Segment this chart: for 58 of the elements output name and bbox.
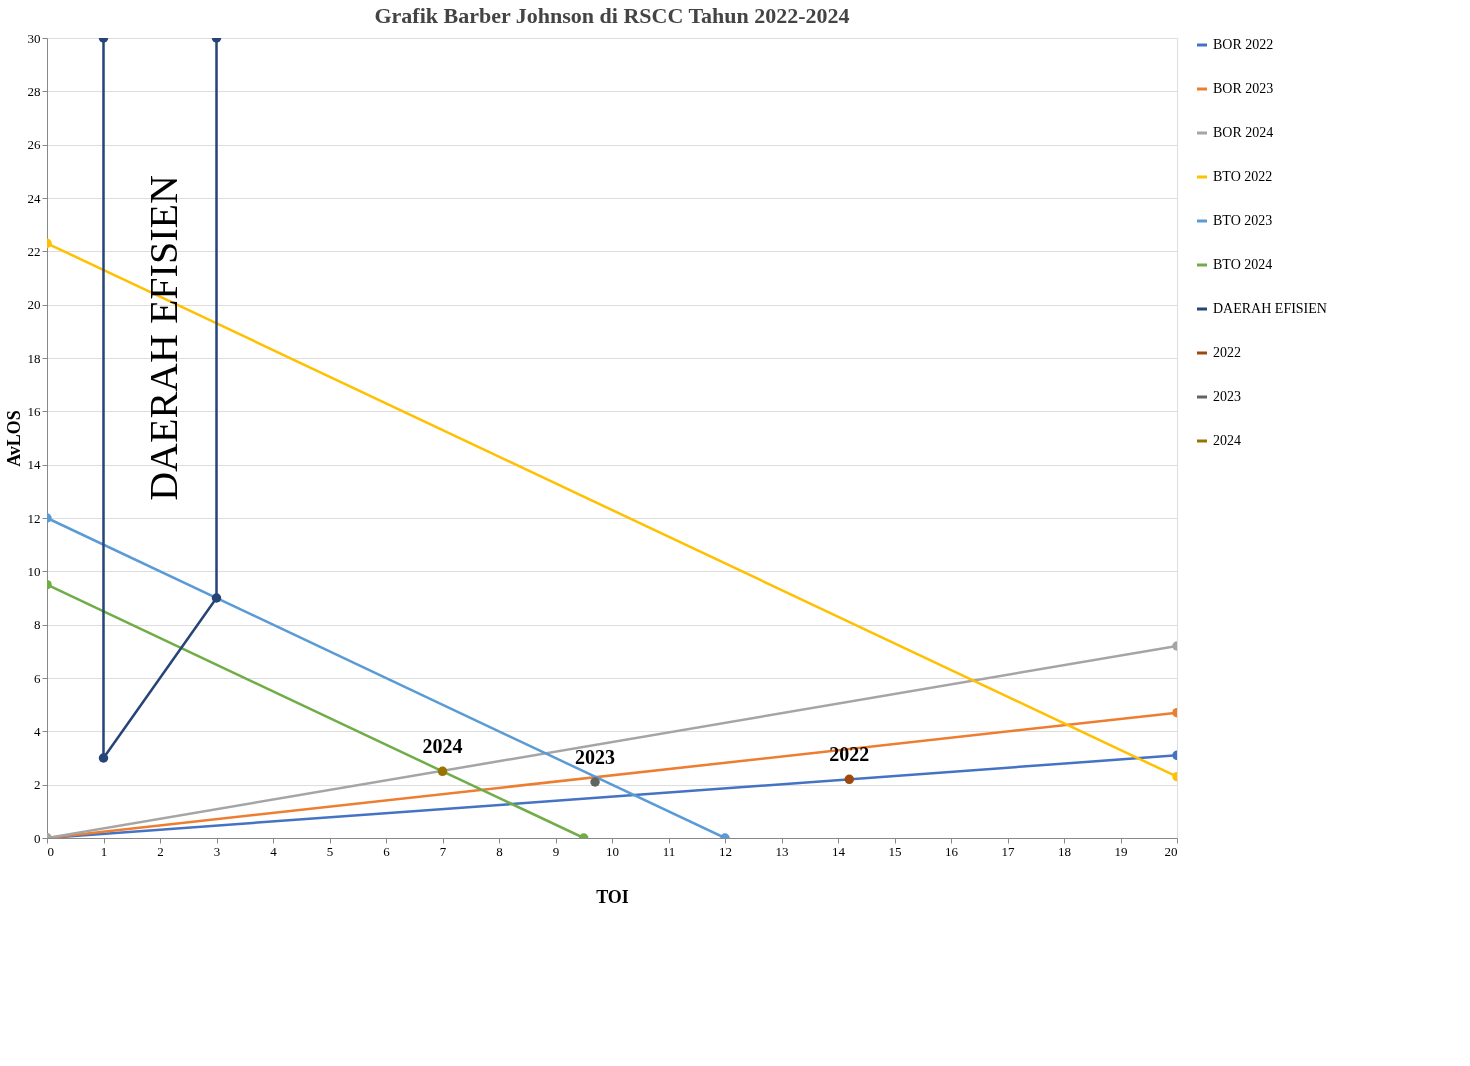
annotation: 2022 — [829, 743, 870, 766]
y-tick-label: 30 — [27, 30, 41, 46]
legend-label: BTO 2023 — [1213, 213, 1273, 228]
y-tick-label: 8 — [34, 617, 41, 633]
x-tick-label: 20 — [1164, 843, 1178, 859]
annotation: 2024 — [422, 735, 463, 758]
x-axis-title: TOI — [596, 886, 629, 907]
x-tick-label: 19 — [1114, 843, 1128, 859]
legend-label: 2022 — [1213, 345, 1241, 360]
x-tick-label: 9 — [552, 843, 560, 859]
y-tick-label: 14 — [27, 457, 41, 473]
legend-label: BTO 2022 — [1213, 169, 1273, 184]
x-tick-label: 15 — [888, 843, 902, 859]
x-tick-label: 0 — [47, 843, 54, 859]
y-tick-label: 28 — [27, 83, 41, 99]
y-tick-label: 24 — [27, 190, 41, 206]
annotation: 2023 — [575, 746, 616, 768]
y-tick-label: 20 — [27, 297, 41, 313]
legend-label: BOR 2023 — [1213, 81, 1274, 96]
legend-label: DAERAH EFISIEN — [1213, 301, 1327, 316]
x-tick-label: 3 — [213, 843, 221, 859]
x-tick-label: 6 — [383, 843, 391, 859]
point — [98, 753, 109, 763]
chart-title: Grafik Barber Johnson di RSCC Tahun 2022-2024 — [374, 3, 850, 28]
point — [844, 774, 855, 785]
annotation: DAERAH EFISIEN — [141, 175, 186, 501]
x-tick-label: 13 — [775, 843, 789, 859]
x-tick-label: 14 — [832, 843, 846, 859]
y-axis-title: AvLOS — [3, 410, 24, 467]
y-tick-label: 22 — [27, 243, 41, 259]
point — [211, 593, 222, 603]
x-tick-label: 11 — [662, 843, 676, 859]
y-tick-label: 18 — [27, 350, 41, 366]
x-tick-label: 18 — [1058, 843, 1071, 859]
x-tick-label: 2 — [157, 843, 164, 859]
y-tick-label: 2 — [34, 777, 41, 793]
x-tick-label: 1 — [100, 843, 108, 859]
y-tick-label: 4 — [34, 723, 41, 739]
legend-label: 2023 — [1213, 389, 1241, 404]
y-tick-label: 12 — [27, 510, 41, 526]
y-tick-label: 6 — [34, 670, 41, 686]
x-tick-label: 17 — [1001, 843, 1015, 859]
legend-label: BOR 2022 — [1213, 37, 1274, 52]
x-tick-label: 12 — [719, 843, 732, 859]
x-tick-label: 5 — [326, 843, 334, 859]
legend-label: BTO 2024 — [1213, 257, 1273, 272]
y-tick-label: 26 — [27, 137, 41, 153]
x-tick-label: 4 — [270, 843, 278, 859]
y-tick-label: 0 — [34, 830, 41, 846]
y-tick-label: 10 — [27, 563, 41, 579]
x-tick-label: 16 — [945, 843, 959, 859]
x-tick-label: 10 — [606, 843, 619, 859]
x-tick-label: 8 — [496, 843, 503, 859]
y-tick-label: 16 — [27, 403, 41, 419]
legend-label: 2024 — [1213, 433, 1241, 448]
x-tick-label: 7 — [439, 843, 447, 859]
legend-label: BOR 2024 — [1213, 125, 1274, 140]
point — [437, 766, 448, 777]
